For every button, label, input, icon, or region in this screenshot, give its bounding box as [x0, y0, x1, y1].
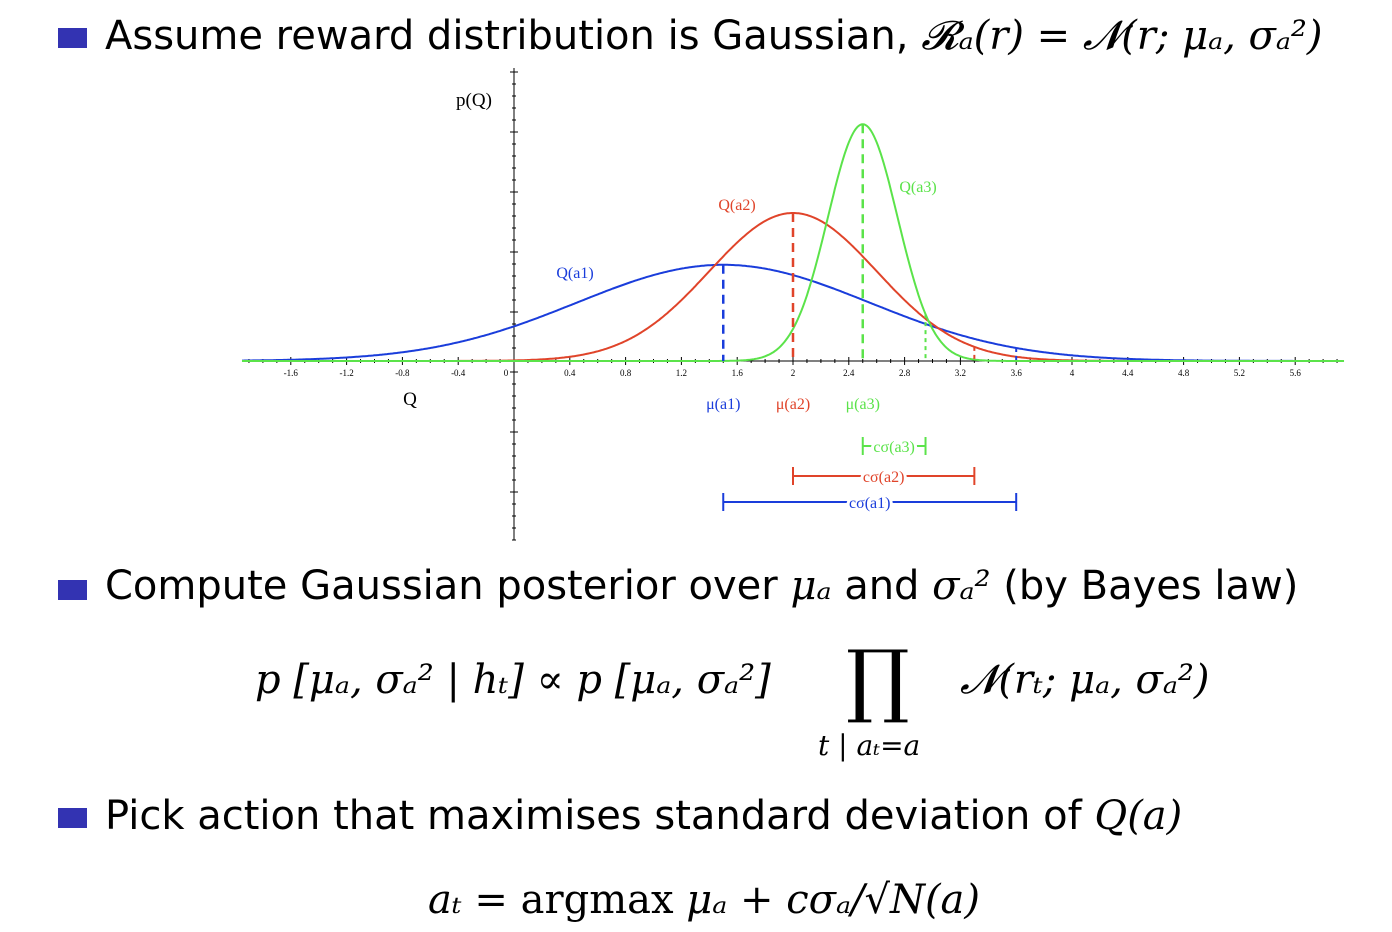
series-label: Q(a2)	[718, 197, 755, 214]
x-tick-label: -1.2	[339, 368, 353, 378]
series-label: Q(a1)	[556, 265, 593, 282]
bullet-1: Assume reward distribution is Gaussian, …	[105, 16, 1323, 56]
bullet-3: Pick action that maximises standard devi…	[105, 796, 1182, 836]
x-tick-label: -0.8	[395, 368, 410, 378]
series-label: Q(a3)	[899, 179, 936, 196]
bullet-2-text-a: Compute Gaussian posterior over	[105, 563, 778, 609]
bullet-2: Compute Gaussian posterior over μₐ and σ…	[105, 566, 1298, 606]
posterior-lhs: p [μₐ, σₐ² | hₜ] ∝ p [μₐ, σₐ²]	[255, 657, 771, 703]
curve-Q(a3)	[242, 123, 1344, 362]
chart-marks: Q(a1) μ(a1) cσ(a1) Q(a2) μ(a2) cσ(a2) Q(a3) μ(a…	[556, 124, 1018, 515]
x-tick-label: 1.6	[732, 368, 744, 378]
x-tick-label: 4	[1070, 368, 1075, 378]
bullet-2-sigma: σₐ²	[932, 563, 991, 609]
x-tick-label: 2.4	[843, 368, 855, 378]
x-axis-label: Q	[403, 389, 417, 410]
bullet-marker-3	[58, 808, 87, 828]
posterior-rhs: 𝓝(rₜ; μₐ, σₐ²)	[960, 657, 1210, 703]
x-tick-label: 1.2	[676, 368, 687, 378]
bullet-1-text: Assume reward distribution is Gaussian,	[105, 13, 909, 59]
width-label: cσ(a1)	[849, 495, 890, 512]
action-equation: aₜ = argmax μₐ + cσₐ/√N(a)	[428, 880, 980, 920]
bullet-3-math: Q(a)	[1094, 793, 1183, 839]
x-tick-label: 5.6	[1290, 368, 1302, 378]
product-subscript: t | aₜ=a	[818, 729, 921, 762]
mean-label: μ(a2)	[776, 396, 810, 413]
action-rhs: μₐ + cσₐ/√N(a)	[686, 877, 981, 923]
x-tick-label: 0	[504, 368, 509, 378]
bullet-marker-1	[58, 28, 87, 48]
y-axis-label: p(Q)	[456, 90, 492, 111]
x-tick-label: 3.6	[1011, 368, 1023, 378]
x-tick-label: 5.2	[1234, 368, 1245, 378]
mean-label: μ(a1)	[706, 396, 740, 413]
bullet-2-mu: μₐ	[790, 563, 832, 609]
bullet-3-text: Pick action that maximises standard devi…	[105, 793, 1082, 839]
x-tick-label: 3.2	[955, 368, 966, 378]
product-symbol: ∏	[846, 633, 910, 726]
x-tick-label: 2	[791, 368, 796, 378]
mean-label: μ(a3)	[846, 396, 880, 413]
x-tick-label: 0.8	[620, 368, 632, 378]
action-lhs: aₜ =	[428, 877, 521, 923]
argmax-operator: argmax	[520, 877, 674, 923]
bullet-1-math: 𝓡ₐ(r) = 𝓝(r; μₐ, σₐ²)	[921, 13, 1323, 59]
x-tick-label: 2.8	[899, 368, 911, 378]
x-tick-label: 4.4	[1122, 368, 1134, 378]
x-tick-label: -1.6	[284, 368, 299, 378]
bullet-marker-2	[58, 580, 87, 600]
bullet-2-text-b: (by Bayes law)	[1003, 563, 1299, 609]
x-tick-label: -0.4	[451, 368, 466, 378]
bullet-2-and: and	[844, 563, 920, 609]
x-tick-label: 4.8	[1178, 368, 1190, 378]
width-label: cσ(a2)	[863, 469, 904, 486]
gaussian-chart: -1.6 -1.2 -0.8 -0.4 0 0.4 0.8 1.2 1.6 2 2.4 2.8 3.2 3…	[241, 68, 1345, 541]
width-label: cσ(a3)	[873, 439, 914, 456]
x-tick-label: 0.4	[564, 368, 576, 378]
posterior-equation: p [μₐ, σₐ² | hₜ] ∝ p [μₐ, σₐ²]	[255, 660, 771, 700]
